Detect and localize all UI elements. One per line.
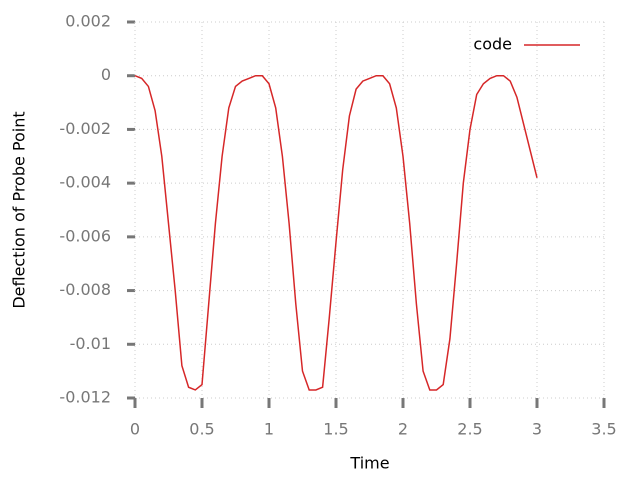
y-tick-label: -0.006 xyxy=(59,226,111,245)
x-tick-label: 2.5 xyxy=(457,420,482,439)
y-tick-label: -0.004 xyxy=(59,173,111,192)
y-tick-label: -0.012 xyxy=(59,388,111,407)
line-series xyxy=(134,74,538,391)
y-tick-label: 0.002 xyxy=(65,12,111,31)
x-tick-label: 2 xyxy=(398,420,408,439)
x-tick-label: 1.5 xyxy=(323,420,348,439)
y-tick-label: -0.002 xyxy=(59,119,111,138)
x-axis-label: Time xyxy=(349,454,389,473)
y-tick-label: -0.01 xyxy=(70,334,111,353)
y-axis-label: Deflection of Probe Point xyxy=(10,111,29,308)
y-tick-label: -0.008 xyxy=(59,280,111,299)
x-tick-label: 3.5 xyxy=(591,420,616,439)
legend-label: code xyxy=(473,35,512,54)
x-tick-label: 3 xyxy=(532,420,542,439)
x-tick-label: 0.5 xyxy=(189,420,214,439)
x-tick-label: 0 xyxy=(130,420,140,439)
y-tick-label: 0 xyxy=(101,65,111,84)
x-tick-label: 1 xyxy=(264,420,274,439)
